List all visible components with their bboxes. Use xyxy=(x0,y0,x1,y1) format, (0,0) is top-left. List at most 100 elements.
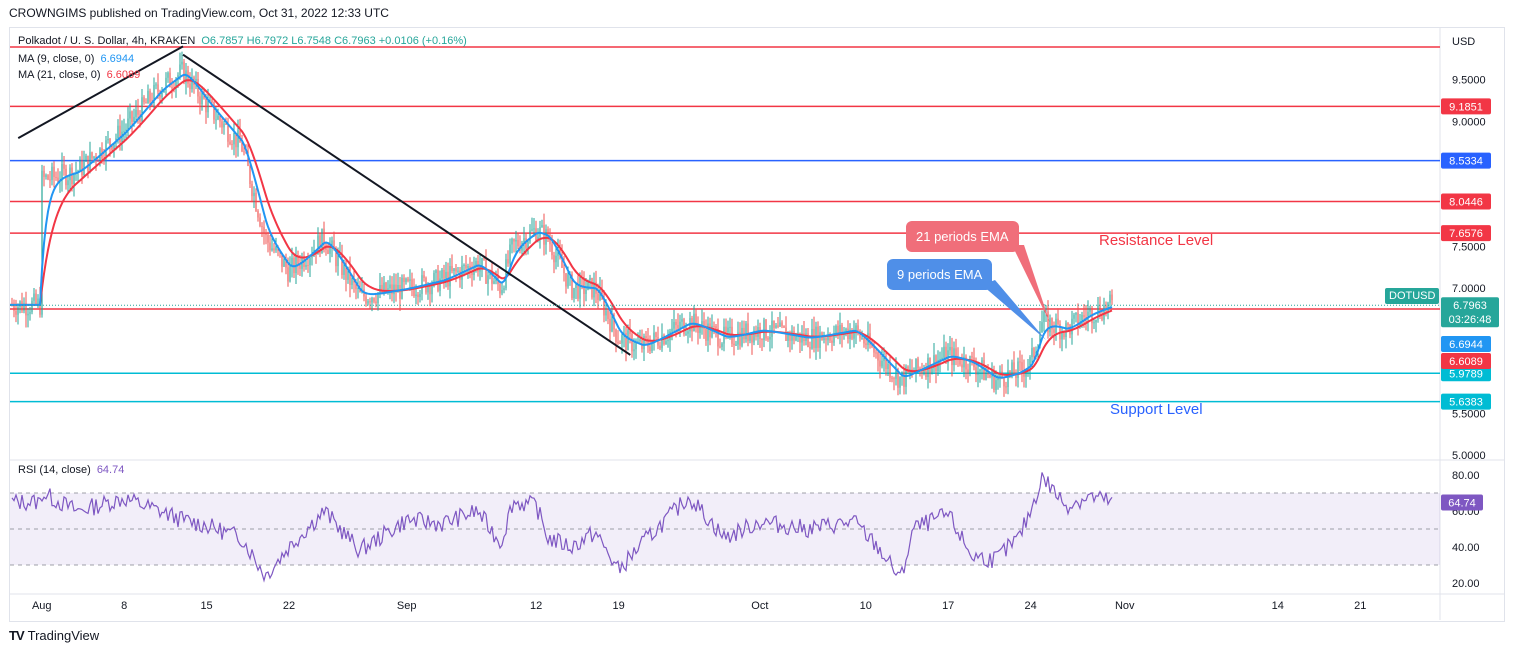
candle-body xyxy=(547,229,549,240)
candle-body xyxy=(801,333,803,343)
candle-body xyxy=(367,301,369,304)
candle-body xyxy=(1033,348,1035,357)
candle-body xyxy=(677,325,679,329)
candle-body xyxy=(741,327,743,346)
candle-body xyxy=(575,283,577,288)
candle-body xyxy=(511,239,513,245)
candle-body xyxy=(553,255,555,263)
price-tick-label: 7.0000 xyxy=(1452,283,1486,295)
level-tag xyxy=(1441,193,1491,210)
candle-body xyxy=(25,303,27,316)
time-tick-label: 21 xyxy=(1354,600,1366,612)
candle-body xyxy=(371,298,373,303)
candle-body xyxy=(923,370,925,373)
candle-body xyxy=(719,346,721,348)
candle-body xyxy=(721,343,723,347)
candle-body xyxy=(579,277,581,299)
candle-body xyxy=(907,366,909,372)
candle-body xyxy=(1017,361,1019,378)
legend-ohlc: O6.7857 H6.7972 L6.7548 C6.7963 +0.0106 … xyxy=(201,35,467,47)
candle-body xyxy=(605,310,607,316)
resistance-label: Resistance Level xyxy=(1099,232,1214,249)
candle-body xyxy=(79,159,81,172)
candle-body xyxy=(1089,308,1091,312)
candle-body xyxy=(783,326,785,328)
candle-body xyxy=(191,77,193,90)
candle-body xyxy=(775,325,777,328)
candle-body xyxy=(1065,323,1067,338)
candle-body xyxy=(613,314,615,330)
candle-body xyxy=(749,334,751,341)
candle-body xyxy=(255,192,257,211)
candle-body xyxy=(369,301,371,303)
candle-body xyxy=(499,284,501,294)
candle-body xyxy=(431,285,433,295)
candle-body xyxy=(327,249,329,254)
candle-body xyxy=(241,142,243,152)
candle-body xyxy=(401,277,403,299)
candle-body xyxy=(517,239,519,247)
candle-body xyxy=(237,130,239,148)
candle-body xyxy=(1043,312,1045,323)
candle-body xyxy=(565,273,567,287)
tradingview-logo[interactable]: TV TradingView xyxy=(9,628,99,643)
candle-body xyxy=(571,274,573,299)
candle-body xyxy=(707,323,709,341)
last-price-label: 6.7963 xyxy=(1453,300,1487,312)
candle-body xyxy=(1093,322,1095,324)
candle-body xyxy=(653,332,655,342)
candle-body xyxy=(321,228,323,254)
candle-body xyxy=(149,90,151,102)
candle-body xyxy=(127,118,129,130)
candle-body xyxy=(93,156,95,159)
candle-body xyxy=(247,151,249,166)
candle-body xyxy=(399,284,401,299)
candle-body xyxy=(243,151,245,153)
candle-body xyxy=(217,115,219,120)
candle-body xyxy=(853,331,855,339)
candle-body xyxy=(941,357,943,359)
candle-body xyxy=(113,143,115,151)
candle-body xyxy=(737,332,739,345)
candle-body xyxy=(587,280,589,290)
candle-body xyxy=(697,325,699,333)
candle-body xyxy=(971,356,973,358)
candle-body xyxy=(427,285,429,293)
candle-body xyxy=(979,369,981,372)
candle-body xyxy=(41,170,43,315)
candle-body xyxy=(765,319,767,339)
candle-body xyxy=(833,333,835,343)
candle-body xyxy=(727,327,729,333)
candle-body xyxy=(1041,322,1043,333)
candle-body xyxy=(729,326,731,328)
candle-body xyxy=(153,85,155,104)
candle-body xyxy=(877,352,879,361)
candle-body xyxy=(779,322,781,327)
candle-body xyxy=(1025,371,1027,377)
candle-body xyxy=(643,336,645,350)
candle-body xyxy=(863,337,865,344)
candle-body xyxy=(637,341,639,343)
candle-body xyxy=(263,226,265,234)
candle-body xyxy=(91,152,93,159)
time-tick-label: Sep xyxy=(397,600,417,612)
candle-body xyxy=(873,346,875,353)
price-tick-label: 9.0000 xyxy=(1452,116,1486,128)
candle-body xyxy=(503,288,505,290)
candle-body xyxy=(171,87,173,89)
candle-body xyxy=(169,72,171,88)
candle-body xyxy=(593,281,595,298)
candle-body xyxy=(625,332,627,351)
candle-body xyxy=(631,333,633,352)
candle-body xyxy=(567,274,569,287)
countdown-label: 03:26:48 xyxy=(1449,314,1492,326)
candle-body xyxy=(525,238,527,249)
rsi-value-tag-label: 64.74 xyxy=(1448,497,1476,509)
candle-body xyxy=(131,111,133,122)
candle-body xyxy=(1073,314,1075,319)
candle-body xyxy=(1023,370,1025,377)
candle-body xyxy=(135,109,137,117)
trendline xyxy=(182,53,631,356)
candle-body xyxy=(155,84,157,86)
